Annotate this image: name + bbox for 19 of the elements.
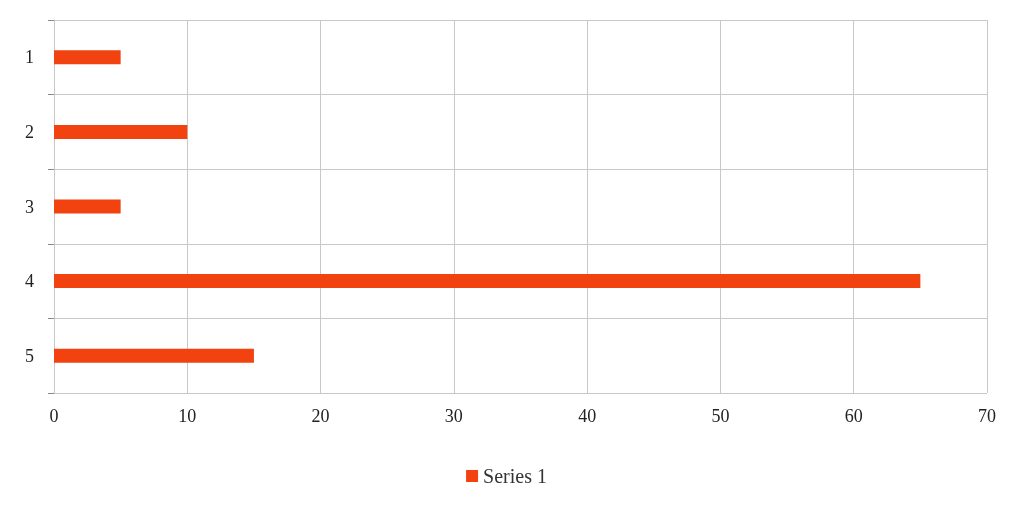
x-tick-label: 40: [578, 406, 597, 426]
bar: [54, 199, 121, 214]
x-tick-label: 70: [978, 406, 996, 426]
x-tick-label: 50: [711, 406, 730, 426]
y-tick-label: 2: [25, 121, 34, 142]
x-tick-label: 20: [311, 406, 330, 426]
x-tick-label: 60: [844, 406, 863, 426]
bar: [54, 50, 121, 65]
y-tick-label: 3: [25, 196, 34, 217]
bar: [54, 124, 188, 139]
y-tick-label: 1: [25, 47, 34, 68]
x-tick-label: 10: [178, 406, 197, 426]
legend-label: Series 1: [483, 465, 547, 487]
x-tick-label: 0: [49, 406, 59, 426]
y-tick-label: 5: [25, 345, 34, 366]
y-tick-label: 4: [25, 271, 34, 292]
x-tick-label: 30: [444, 406, 463, 426]
bar: [54, 274, 921, 289]
bar: [54, 348, 254, 363]
